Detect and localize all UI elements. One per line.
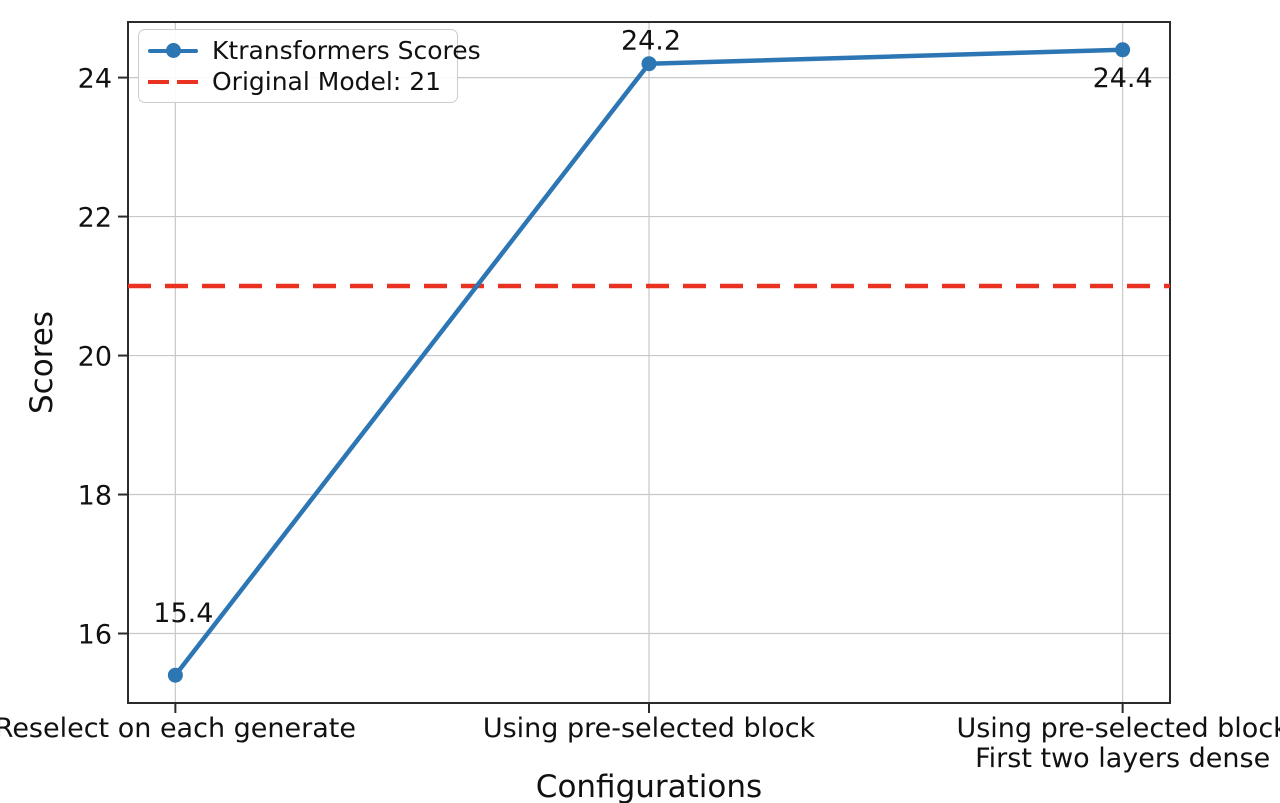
legend-label: Ktransformers Scores bbox=[212, 36, 481, 65]
y-tick-label: 18 bbox=[78, 481, 112, 512]
red-dashed-line-icon bbox=[148, 74, 198, 89]
legend-item-original-model: Original Model: 21 bbox=[148, 66, 447, 97]
y-tick-label: 24 bbox=[78, 64, 112, 95]
data-point-marker-2 bbox=[1115, 42, 1131, 58]
data-label-2: 24.4 bbox=[1093, 63, 1153, 94]
x-tick-label: Using pre-selected block First two layers… bbox=[956, 713, 1280, 774]
data-label-1: 24.2 bbox=[621, 26, 681, 57]
x-tick-label: Reselect on each generate bbox=[0, 713, 356, 744]
legend: Ktransformers Scores Original Model: 21 bbox=[138, 29, 481, 103]
data-point-marker-1 bbox=[641, 56, 657, 72]
y-tick-label: 22 bbox=[78, 203, 112, 234]
legend-label: Original Model: 21 bbox=[212, 67, 442, 96]
data-point-marker-0 bbox=[167, 667, 183, 683]
y-axis-label: Scores bbox=[24, 311, 60, 414]
y-tick-label: 20 bbox=[78, 342, 112, 373]
legend-item-ktransformers-scores: Ktransformers Scores bbox=[148, 35, 481, 66]
x-tick-label: Using pre-selected block bbox=[483, 713, 816, 744]
data-label-0: 15.4 bbox=[153, 598, 213, 629]
x-axis-label: Configurations bbox=[536, 769, 762, 803]
plot-border bbox=[127, 21, 1171, 704]
y-tick-label: 16 bbox=[78, 620, 112, 651]
blue-line-marker-icon bbox=[148, 43, 198, 58]
